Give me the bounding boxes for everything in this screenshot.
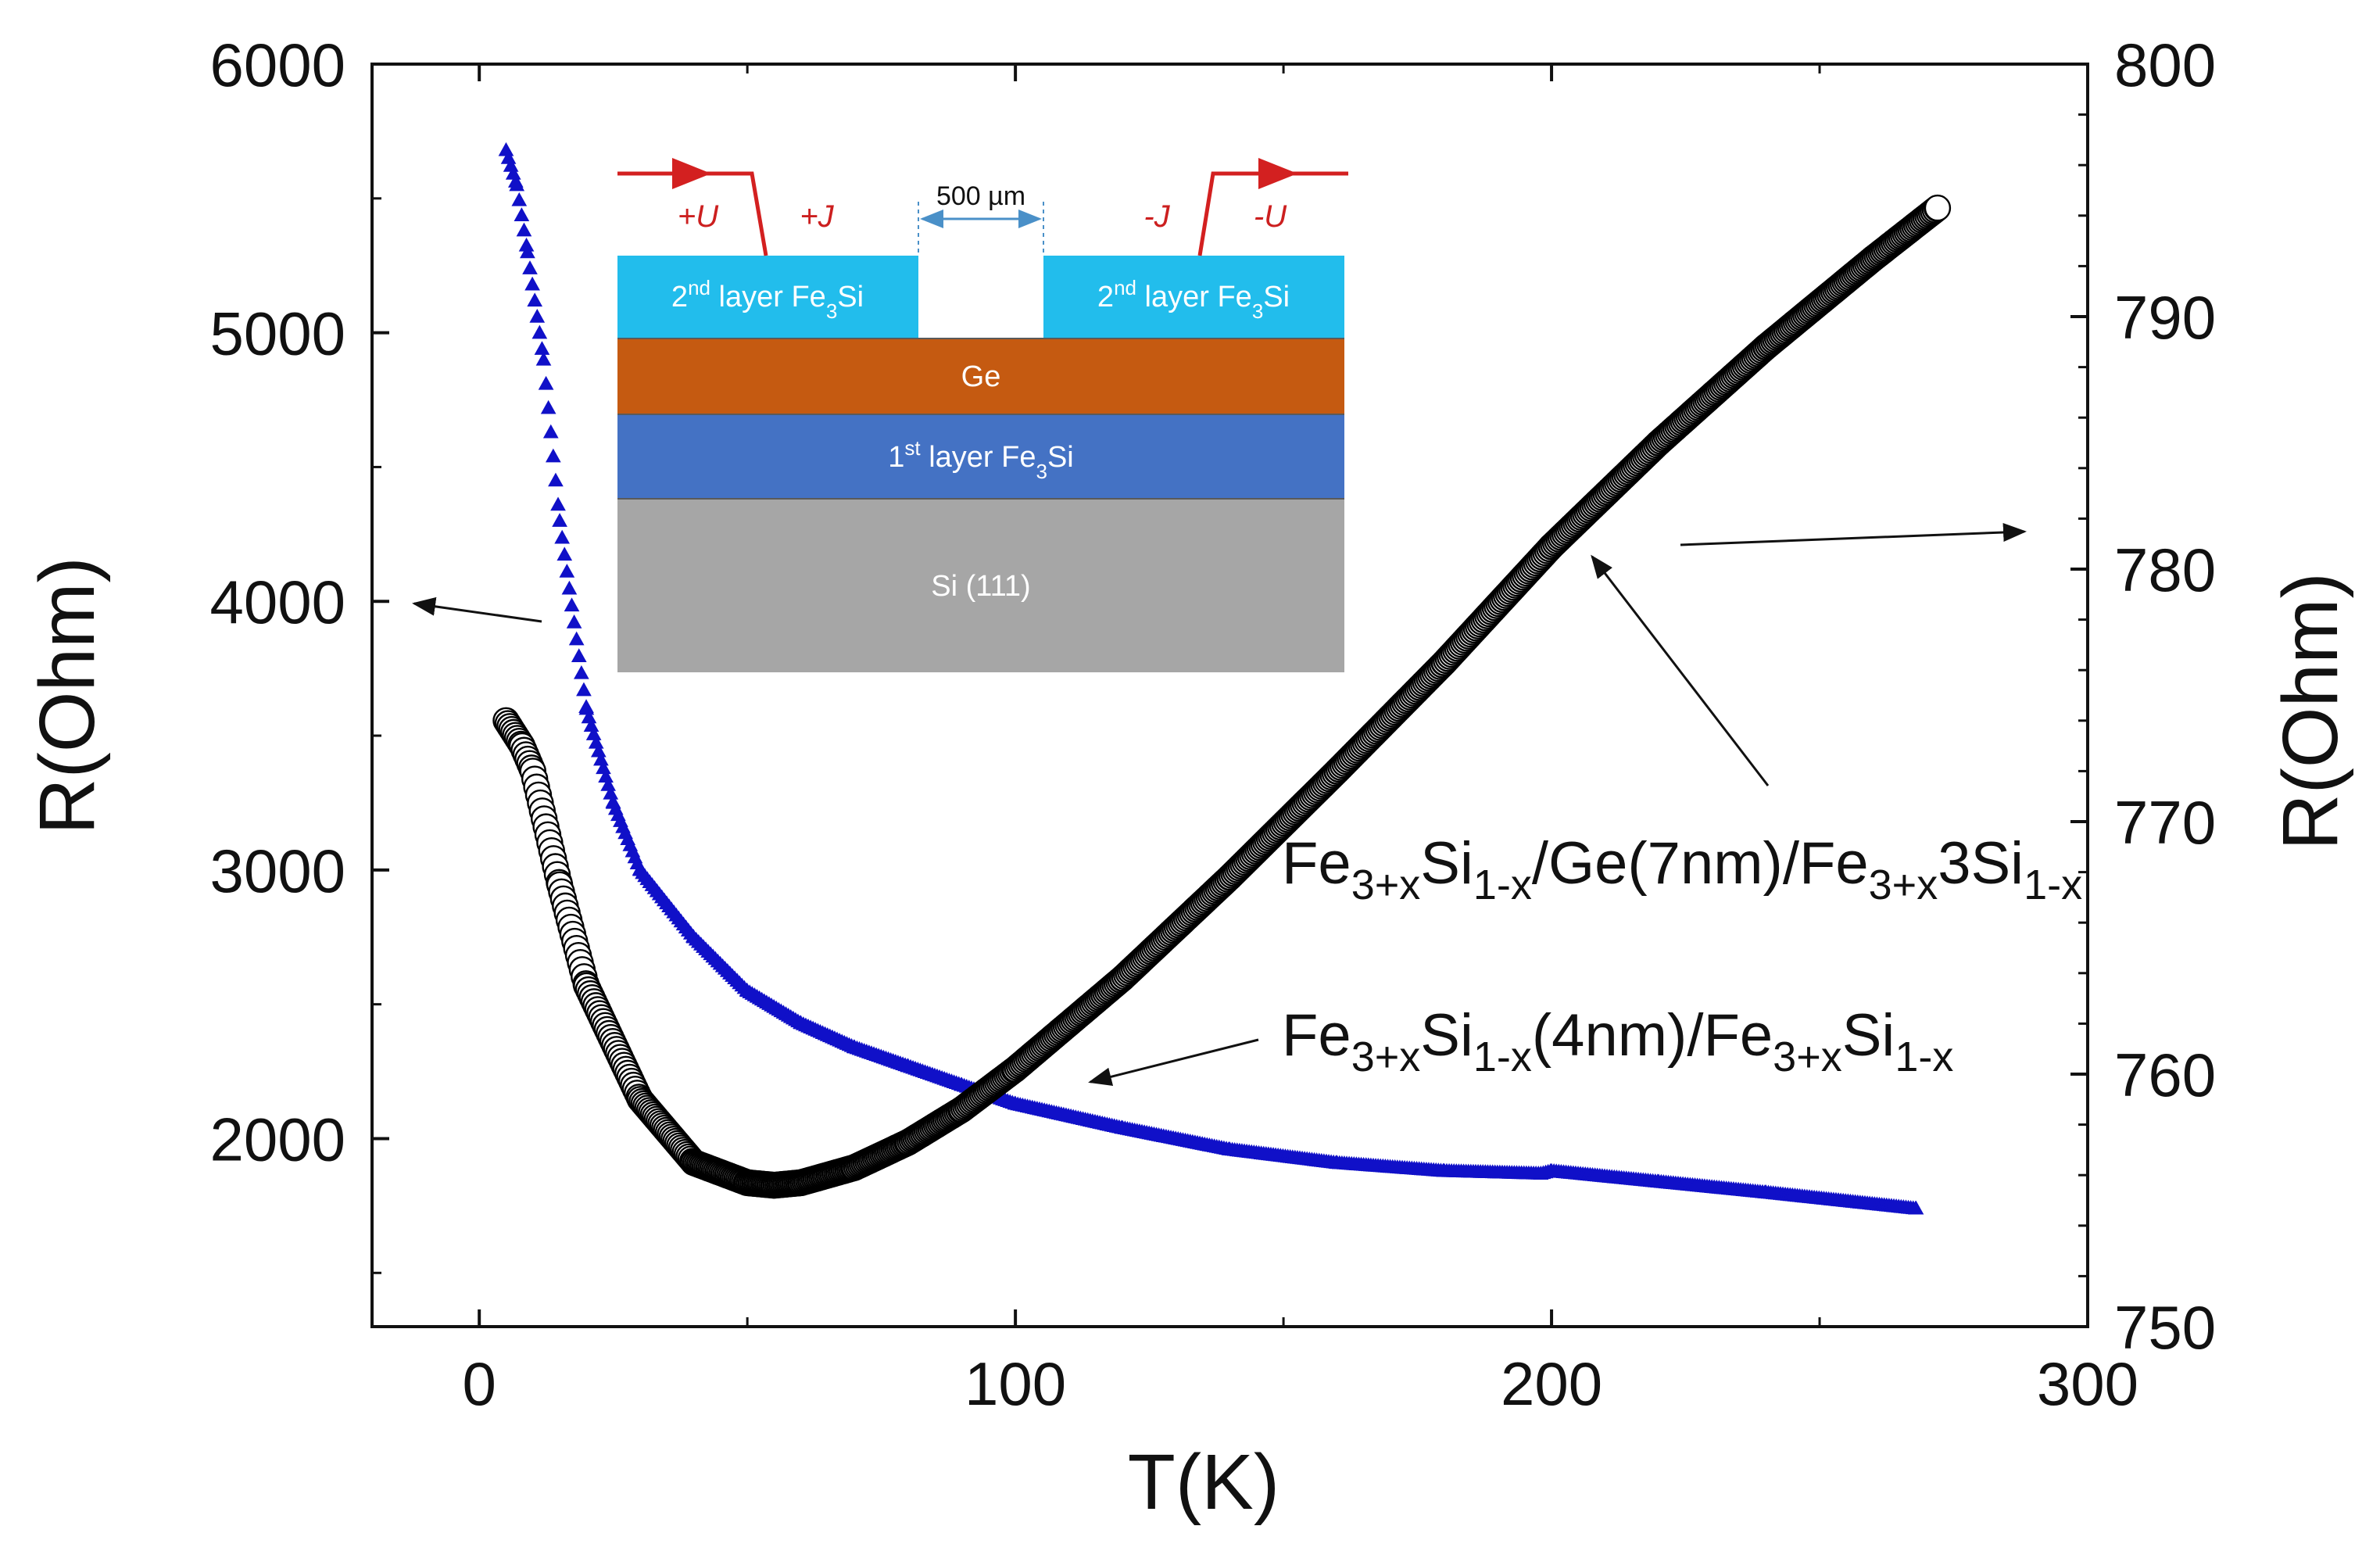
inset-first-layer: [617, 414, 1344, 499]
inset-second-layer-left: [617, 256, 918, 338]
x-axis-title: T(K): [1128, 1438, 1279, 1526]
inset-ge-layer: [617, 338, 1344, 414]
blue-triangle-point: [534, 341, 550, 355]
upper-annotation-label: Fe3+xSi1-x/Ge(7nm)/Fe3+x3Si1-x: [1282, 830, 2082, 908]
x-tick-label: 200: [1501, 1349, 1602, 1418]
blue-triangle-point: [554, 529, 571, 544]
right-axis-arrow: [1680, 523, 2027, 546]
inset-second-layer-right: [1043, 256, 1344, 338]
x-tick-label: 300: [2037, 1349, 2138, 1418]
inset-substrate-label: Si (111): [931, 570, 1030, 603]
blue-triangle-point: [524, 276, 540, 291]
series-black-circles: [492, 194, 1952, 1199]
blue-triangle-point: [498, 141, 514, 156]
x-tick-label: 100: [965, 1349, 1066, 1418]
y-left-tick-label: 2000: [209, 1105, 345, 1173]
blue-triangle-point: [1908, 1200, 1924, 1215]
blue-triangle-point: [511, 192, 528, 206]
blue-triangle-point: [559, 564, 575, 578]
blue-triangle-point: [540, 399, 557, 414]
blue-triangle-point: [514, 207, 530, 221]
blue-triangle-point: [561, 580, 578, 595]
inset-second-layer-left-label: 2nd layer Fe3Si: [671, 276, 864, 323]
blue-triangle-point: [509, 177, 525, 192]
inset-dimension-label: 500 µm: [936, 181, 1025, 211]
blue-triangle-point: [550, 496, 566, 511]
y-right-tick-label: 760: [2114, 1041, 2216, 1109]
inset-minus-u-label: -U: [1254, 199, 1287, 234]
black-circle-point: [1924, 194, 1952, 222]
upper-annotation-arrow: [1591, 554, 1770, 786]
blue-triangle-point: [571, 648, 587, 663]
inset-wire-right: [1197, 171, 1348, 256]
inset-ge-label: Ge: [961, 360, 1001, 393]
lower-annotation-arrow: [1088, 1038, 1259, 1087]
blue-triangle-point: [538, 375, 554, 390]
blue-triangle-point: [564, 597, 580, 612]
y-right-tick-label: 770: [2114, 788, 2216, 857]
blue-triangle-point: [576, 682, 592, 697]
blue-triangle-point: [574, 664, 589, 679]
y-left-tick-label: 6000: [209, 30, 345, 99]
y-right-tick-label: 780: [2114, 536, 2216, 604]
inset-minus-j-label: -J: [1143, 199, 1170, 234]
inset-schematic: 2nd layer Fe3Si 2nd layer Fe3Si Ge 1st l…: [617, 158, 1348, 672]
y-left-tick-label: 3000: [209, 836, 345, 905]
blue-triangle-point: [516, 222, 532, 237]
blue-triangle-point: [522, 260, 538, 274]
plot-frame: [370, 63, 2089, 1328]
y-right-axis-title: R(Ohm): [2267, 572, 2354, 851]
y-right-tick-label: 800: [2114, 30, 2216, 99]
axis-ticks: 0 100 200 300 2000 3000 4000 5000 6000 750 760 770 7…: [209, 30, 2216, 1418]
blue-triangle-point: [545, 448, 561, 463]
blue-triangle-point: [568, 631, 585, 646]
blue-triangle-point: [520, 244, 535, 259]
blue-triangle-point: [527, 292, 543, 307]
blue-triangle-point: [566, 614, 582, 629]
blue-triangle-point: [542, 424, 559, 439]
left-axis-arrow: [412, 596, 542, 623]
blue-triangle-point: [557, 546, 573, 561]
inset-second-layer-right-label: 2nd layer Fe3Si: [1097, 276, 1290, 323]
blue-triangle-point: [552, 513, 567, 527]
blue-triangle-point: [535, 351, 552, 366]
y-left-tick-label: 5000: [209, 299, 345, 368]
lower-annotation-label: Fe3+xSi1-x(4nm)/Fe3+xSi1-x: [1282, 1002, 1953, 1080]
y-left-tick-label: 4000: [209, 568, 345, 636]
inset-first-layer-label: 1st layer Fe3Si: [888, 436, 1073, 483]
blue-triangle-point: [531, 324, 548, 339]
y-left-axis-title: R(Ohm): [23, 557, 111, 835]
x-tick-label: 0: [462, 1349, 496, 1418]
inset-plus-j-label: +J: [800, 199, 834, 234]
y-right-tick-label: 750: [2114, 1293, 2216, 1362]
y-right-tick-label: 790: [2114, 283, 2216, 352]
blue-triangle-point: [548, 472, 564, 487]
inset-substrate-layer: [617, 499, 1344, 672]
blue-triangle-point: [529, 308, 546, 323]
inset-plus-u-label: +U: [678, 199, 719, 234]
